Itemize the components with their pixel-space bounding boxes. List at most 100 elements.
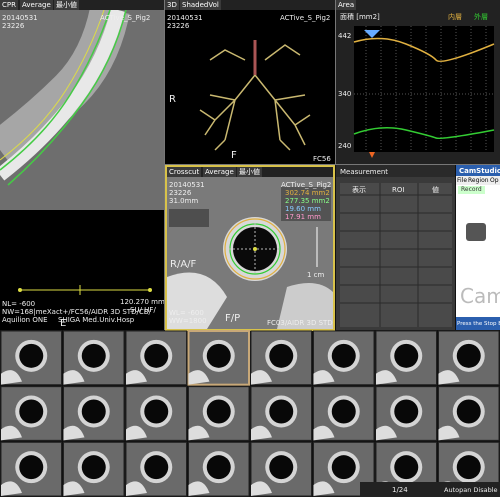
thumbnail-lumen — [456, 455, 481, 480]
info: SU/ HF/ — [130, 306, 156, 314]
tab[interactable]: Crosscut — [167, 167, 202, 177]
info: SHIGA Med.Univ.Hosp — [58, 316, 135, 324]
logo-text: Cam — [460, 284, 500, 308]
thumbnail-lumen — [81, 343, 106, 368]
scale-length: 120.270 mm — [120, 298, 165, 306]
thumbnail-lumen — [81, 455, 106, 480]
column-header: 値 — [432, 186, 439, 194]
patient-name: ACTive_S_Pig2 — [281, 181, 332, 189]
thumbnail-tissue — [438, 370, 460, 385]
thumbnail-tissue — [63, 425, 85, 441]
tab[interactable]: CPR — [0, 0, 18, 10]
measure-value: 277.35 mm2 — [285, 197, 330, 205]
thumbnail-tissue — [251, 481, 272, 496]
volume-render — [199, 40, 311, 151]
thumbnail-tissue — [63, 370, 85, 385]
thumbnail-tissue — [126, 370, 147, 385]
orientation: F/P — [225, 313, 241, 324]
crosscut-image — [167, 177, 333, 329]
thumbnail-tissue — [126, 481, 147, 496]
thumbnail-lumen — [144, 399, 169, 424]
thumbnail-lumen — [331, 455, 356, 480]
thumbnail-lumen — [206, 399, 231, 424]
area-plot — [353, 26, 495, 158]
info: Aquilion ONE — [2, 316, 48, 324]
crosscut-panel: Crosscut Average 最小値 20140531 23226 31.0… — [165, 165, 335, 331]
tab[interactable]: 3D — [165, 0, 179, 10]
thumbnail-tissue — [63, 481, 85, 496]
thumbnail-lumen — [269, 399, 294, 424]
tab[interactable]: Average — [203, 167, 236, 177]
menu-item[interactable]: Op — [490, 177, 499, 184]
thumbnail-lumen — [144, 455, 169, 480]
orientation: F — [231, 150, 237, 161]
volume-panel: 3D ShadedVol 20140531 23226 ACTive_S_Pig… — [165, 0, 336, 165]
camstudio-window: CamStudio File Region Op Record Cam Pres… — [456, 165, 500, 330]
thumbnail-lumen — [206, 455, 231, 480]
measure-value: 19.60 mm — [285, 205, 321, 213]
cpr-image — [0, 5, 164, 295]
page-indicator: 1/24 — [392, 486, 408, 494]
tab[interactable]: ShadedVol — [180, 0, 221, 10]
thumbnail-lumen — [456, 343, 481, 368]
recon-info: FC03/AIDR 3D STD — [267, 319, 333, 327]
thumbnail-lumen — [394, 455, 419, 480]
column-header: ROI — [392, 186, 405, 194]
measurement-panel: Measurement 表示 ROI 値 — [336, 165, 455, 330]
study-date: 20140531 — [2, 14, 38, 22]
status-bar — [360, 482, 500, 497]
thumbnail-tissue — [438, 425, 460, 441]
thumbnail-tissue — [1, 370, 22, 385]
patient-name: ACTive_S_Pig2 — [280, 14, 331, 22]
orientation: E — [60, 318, 67, 329]
slice-thickness: 31.0mm — [169, 197, 199, 205]
thumbnail-lumen — [331, 343, 356, 368]
menu-item[interactable]: Region — [468, 177, 489, 184]
area-panel: Area 面積 [mm2] 内層 外層 442 340 240 — [336, 0, 500, 165]
orientation: R — [169, 94, 176, 105]
thumbnail-lumen — [19, 399, 44, 424]
thumbnail-tissue — [313, 425, 335, 441]
thumbnail-tissue — [188, 370, 210, 385]
camera-icon — [466, 223, 486, 241]
y-tick-label: 442 — [338, 32, 352, 40]
thumbnail-lumen — [394, 399, 419, 424]
info: NL= -600 — [2, 300, 36, 308]
scale-bar-label: 1 cm — [307, 271, 325, 279]
thumbnail-tissue — [251, 425, 272, 441]
thumbnail-tissue — [188, 425, 210, 441]
window-level: WL= -600 — [169, 309, 204, 317]
y-tick-label: 340 — [338, 90, 352, 98]
thumbnail-tissue — [313, 370, 335, 385]
thumbnail-tissue — [1, 425, 22, 441]
tab[interactable]: Average — [20, 0, 53, 10]
cpr-panel: CPR Average 最小値 20140531 23226 ACTive_S_… — [0, 0, 165, 330]
thumbnail-grid — [0, 330, 500, 497]
y-tick-label: 240 — [338, 142, 352, 150]
patient-name: ACTive_S_Pig2 — [100, 14, 151, 22]
thumbnail-lumen — [144, 343, 169, 368]
thumbnail-lumen — [394, 343, 419, 368]
tab[interactable]: 最小値 — [54, 0, 79, 10]
window-title: CamStudio — [459, 167, 500, 175]
orientation: R/A/F — [170, 259, 197, 270]
record-button[interactable]: Record — [458, 186, 485, 194]
autopan-toggle[interactable]: Autopan Disable — [444, 486, 498, 494]
study-date: 20140531 — [167, 14, 203, 22]
panel-title: Measurement — [340, 168, 389, 176]
menu-item[interactable]: File — [457, 177, 468, 184]
thumbnail-tissue — [313, 481, 335, 496]
thumbnail-lumen — [331, 399, 356, 424]
status-text: Press the Stop Button — [457, 321, 500, 327]
thumbnail-lumen — [269, 455, 294, 480]
study-time: 23226 — [167, 22, 190, 30]
tab[interactable]: Area — [336, 0, 357, 10]
tab[interactable]: 最小値 — [237, 167, 262, 177]
thumbnail-lumen — [19, 455, 44, 480]
study-time: 23226 — [2, 22, 25, 30]
study-date: 20140531 — [169, 181, 205, 189]
study-time: 23226 — [169, 189, 192, 197]
thumbnail-tissue — [188, 481, 210, 496]
thumbnail-tissue — [126, 425, 147, 441]
